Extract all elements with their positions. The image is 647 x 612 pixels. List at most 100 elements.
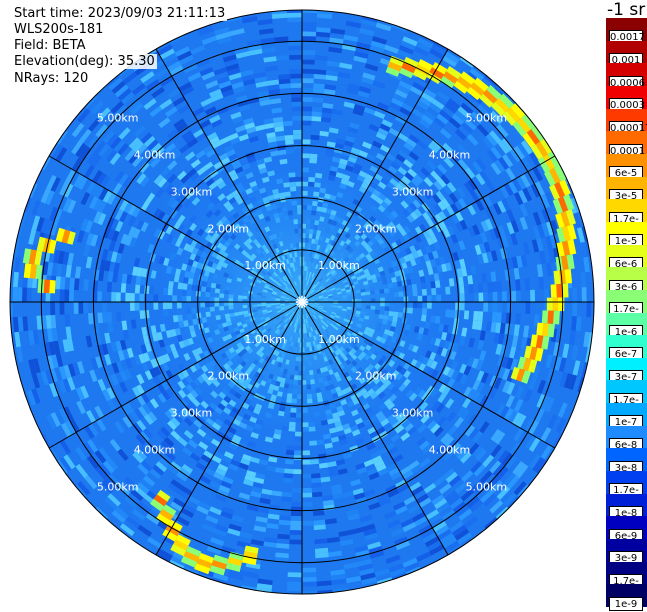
backscatter-cell xyxy=(469,499,484,513)
backscatter-feature-cell xyxy=(547,310,555,325)
backscatter-feature-cell xyxy=(561,225,572,242)
backscatter-cell xyxy=(167,420,178,431)
backscatter-cell xyxy=(133,355,142,366)
backscatter-cell xyxy=(59,276,66,290)
ring-label: 3.00km xyxy=(392,407,434,420)
backscatter-cell xyxy=(98,463,112,477)
backscatter-cell xyxy=(230,459,241,468)
backscatter-cell xyxy=(196,505,210,515)
backscatter-cell xyxy=(127,98,141,112)
backscatter-cell xyxy=(395,540,411,551)
backscatter-cell xyxy=(313,73,326,80)
backscatter-cell xyxy=(88,117,101,132)
backscatter-cell xyxy=(346,87,359,95)
backscatter-feature-cell xyxy=(401,62,417,74)
backscatter-cell xyxy=(50,177,61,192)
backscatter-cell xyxy=(291,106,302,112)
backscatter-cell xyxy=(456,187,466,199)
backscatter-cell xyxy=(463,365,472,376)
backscatter-cell xyxy=(497,450,510,464)
backscatter-cell xyxy=(113,104,128,118)
colorbar-swatch: 6e-7 xyxy=(606,335,647,362)
backscatter-cell xyxy=(457,532,473,545)
backscatter-cell xyxy=(287,572,302,578)
backscatter-cell xyxy=(45,219,54,235)
backscatter-cell xyxy=(276,55,290,61)
backscatter-cell xyxy=(214,27,230,36)
backscatter-feature-cell xyxy=(540,138,554,155)
backscatter-cell xyxy=(484,373,494,386)
backscatter-cell xyxy=(455,505,470,518)
backscatter-cell xyxy=(477,311,484,321)
backscatter-cell xyxy=(155,461,168,473)
backscatter-cell xyxy=(442,450,454,462)
backscatter-cell xyxy=(501,356,510,369)
backscatter-cell xyxy=(493,377,503,390)
backscatter-cell xyxy=(471,445,484,458)
backscatter-feature-cell xyxy=(565,209,577,226)
azimuth-spoke xyxy=(155,48,303,303)
backscatter-cell xyxy=(170,555,187,567)
backscatter-cell xyxy=(478,292,484,302)
backscatter-feature-cell xyxy=(559,179,571,196)
colorbar-swatch: 6e-6 xyxy=(606,244,647,271)
backscatter-cell xyxy=(142,475,156,487)
backscatter-feature-cell xyxy=(541,310,549,324)
backscatter-cell xyxy=(146,536,162,549)
backscatter-cell xyxy=(150,142,162,154)
backscatter-feature-cell xyxy=(567,224,577,240)
backscatter-feature-cell xyxy=(553,270,561,285)
backscatter-cell xyxy=(559,372,568,388)
backscatter-cell xyxy=(302,78,314,84)
backscatter-cell xyxy=(492,302,498,313)
backscatter-cell xyxy=(375,131,387,141)
backscatter-cell xyxy=(451,113,465,126)
backscatter-cell xyxy=(362,523,376,532)
backscatter-cell xyxy=(530,183,541,198)
backscatter-cell xyxy=(367,467,378,476)
backscatter-feature-cell xyxy=(213,554,229,565)
backscatter-cell xyxy=(271,107,283,114)
backscatter-cell xyxy=(289,68,302,74)
colorbar-swatch: 6e-5 xyxy=(606,153,647,181)
backscatter-cell xyxy=(69,277,75,291)
backscatter-cell xyxy=(502,380,511,393)
backscatter-cell xyxy=(391,97,404,107)
backscatter-cell xyxy=(350,527,364,535)
backscatter-cell xyxy=(402,36,418,47)
backscatter-cell xyxy=(124,496,138,509)
backscatter-cell xyxy=(77,176,88,190)
backscatter-cell xyxy=(402,557,418,568)
backscatter-cell xyxy=(328,127,339,134)
backscatter-cell xyxy=(143,135,156,148)
backscatter-cell xyxy=(268,509,281,516)
backscatter-cell xyxy=(51,144,64,160)
backscatter-cell xyxy=(67,363,76,377)
backscatter-cell xyxy=(302,31,317,37)
backscatter-cell xyxy=(519,216,529,230)
backscatter-cell xyxy=(453,416,464,429)
backscatter-cell xyxy=(522,187,533,202)
backscatter-cell xyxy=(528,437,541,452)
backscatter-cell xyxy=(153,146,165,158)
backscatter-cell xyxy=(355,462,366,471)
backscatter-cell xyxy=(507,257,514,270)
backscatter-cell xyxy=(77,108,91,123)
backscatter-cell xyxy=(444,102,458,114)
backscatter-cell xyxy=(97,212,107,226)
backscatter-cell xyxy=(290,525,302,531)
backscatter-cell xyxy=(384,44,399,54)
backscatter-cell xyxy=(455,211,464,222)
backscatter-cell xyxy=(497,140,510,154)
backscatter-feature-cell xyxy=(530,144,544,160)
backscatter-cell xyxy=(485,321,492,332)
backscatter-cell xyxy=(518,189,528,204)
backscatter-cell xyxy=(95,124,108,138)
backscatter-cell xyxy=(108,77,123,91)
backscatter-cell xyxy=(315,552,329,559)
backscatter-cell xyxy=(346,509,359,517)
backscatter-cell xyxy=(444,51,460,64)
backscatter-cell xyxy=(372,36,388,45)
colorbar-swatch: 3e-8 xyxy=(606,448,647,475)
backscatter-cell xyxy=(208,480,221,490)
